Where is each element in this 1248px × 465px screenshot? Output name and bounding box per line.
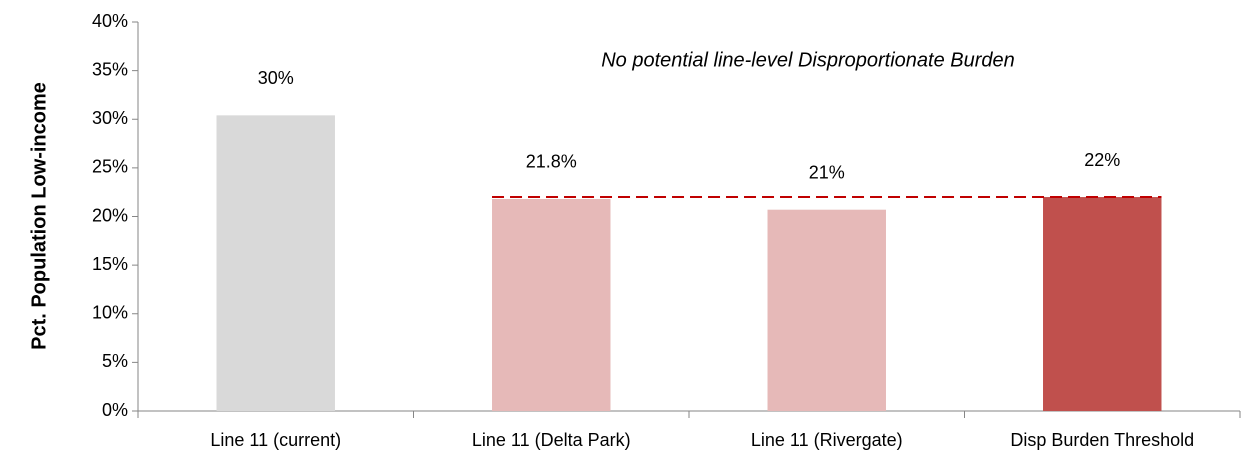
y-tick-label: 0% xyxy=(102,400,128,420)
y-tick-label: 35% xyxy=(92,59,128,79)
x-tick-label: Line 11 (current) xyxy=(210,430,341,450)
value-label: 30% xyxy=(258,68,294,88)
x-tick-label: Disp Burden Threshold xyxy=(1010,430,1194,450)
y-tick-label: 5% xyxy=(102,351,128,371)
x-tick-label: Line 11 (Delta Park) xyxy=(472,430,631,450)
y-tick-label: 20% xyxy=(92,205,128,225)
value-label: 21% xyxy=(809,162,845,182)
y-tick-label: 25% xyxy=(92,157,128,177)
bar xyxy=(216,115,335,412)
annotation: No potential line-level Disproportionate… xyxy=(601,49,1015,71)
y-tick-label: 10% xyxy=(92,303,128,323)
value-label: 22% xyxy=(1084,150,1120,170)
bar xyxy=(1043,197,1162,411)
y-tick-label: 30% xyxy=(92,108,128,128)
value-label: 21.8% xyxy=(526,152,577,172)
y-tick-label: 15% xyxy=(92,254,128,274)
y-axis-title: Pct. Population Low-income xyxy=(28,82,50,350)
y-tick-label: 40% xyxy=(92,11,128,31)
bar xyxy=(767,209,886,411)
x-tick-label: Line 11 (Rivergate) xyxy=(751,430,903,450)
bar xyxy=(492,198,611,411)
